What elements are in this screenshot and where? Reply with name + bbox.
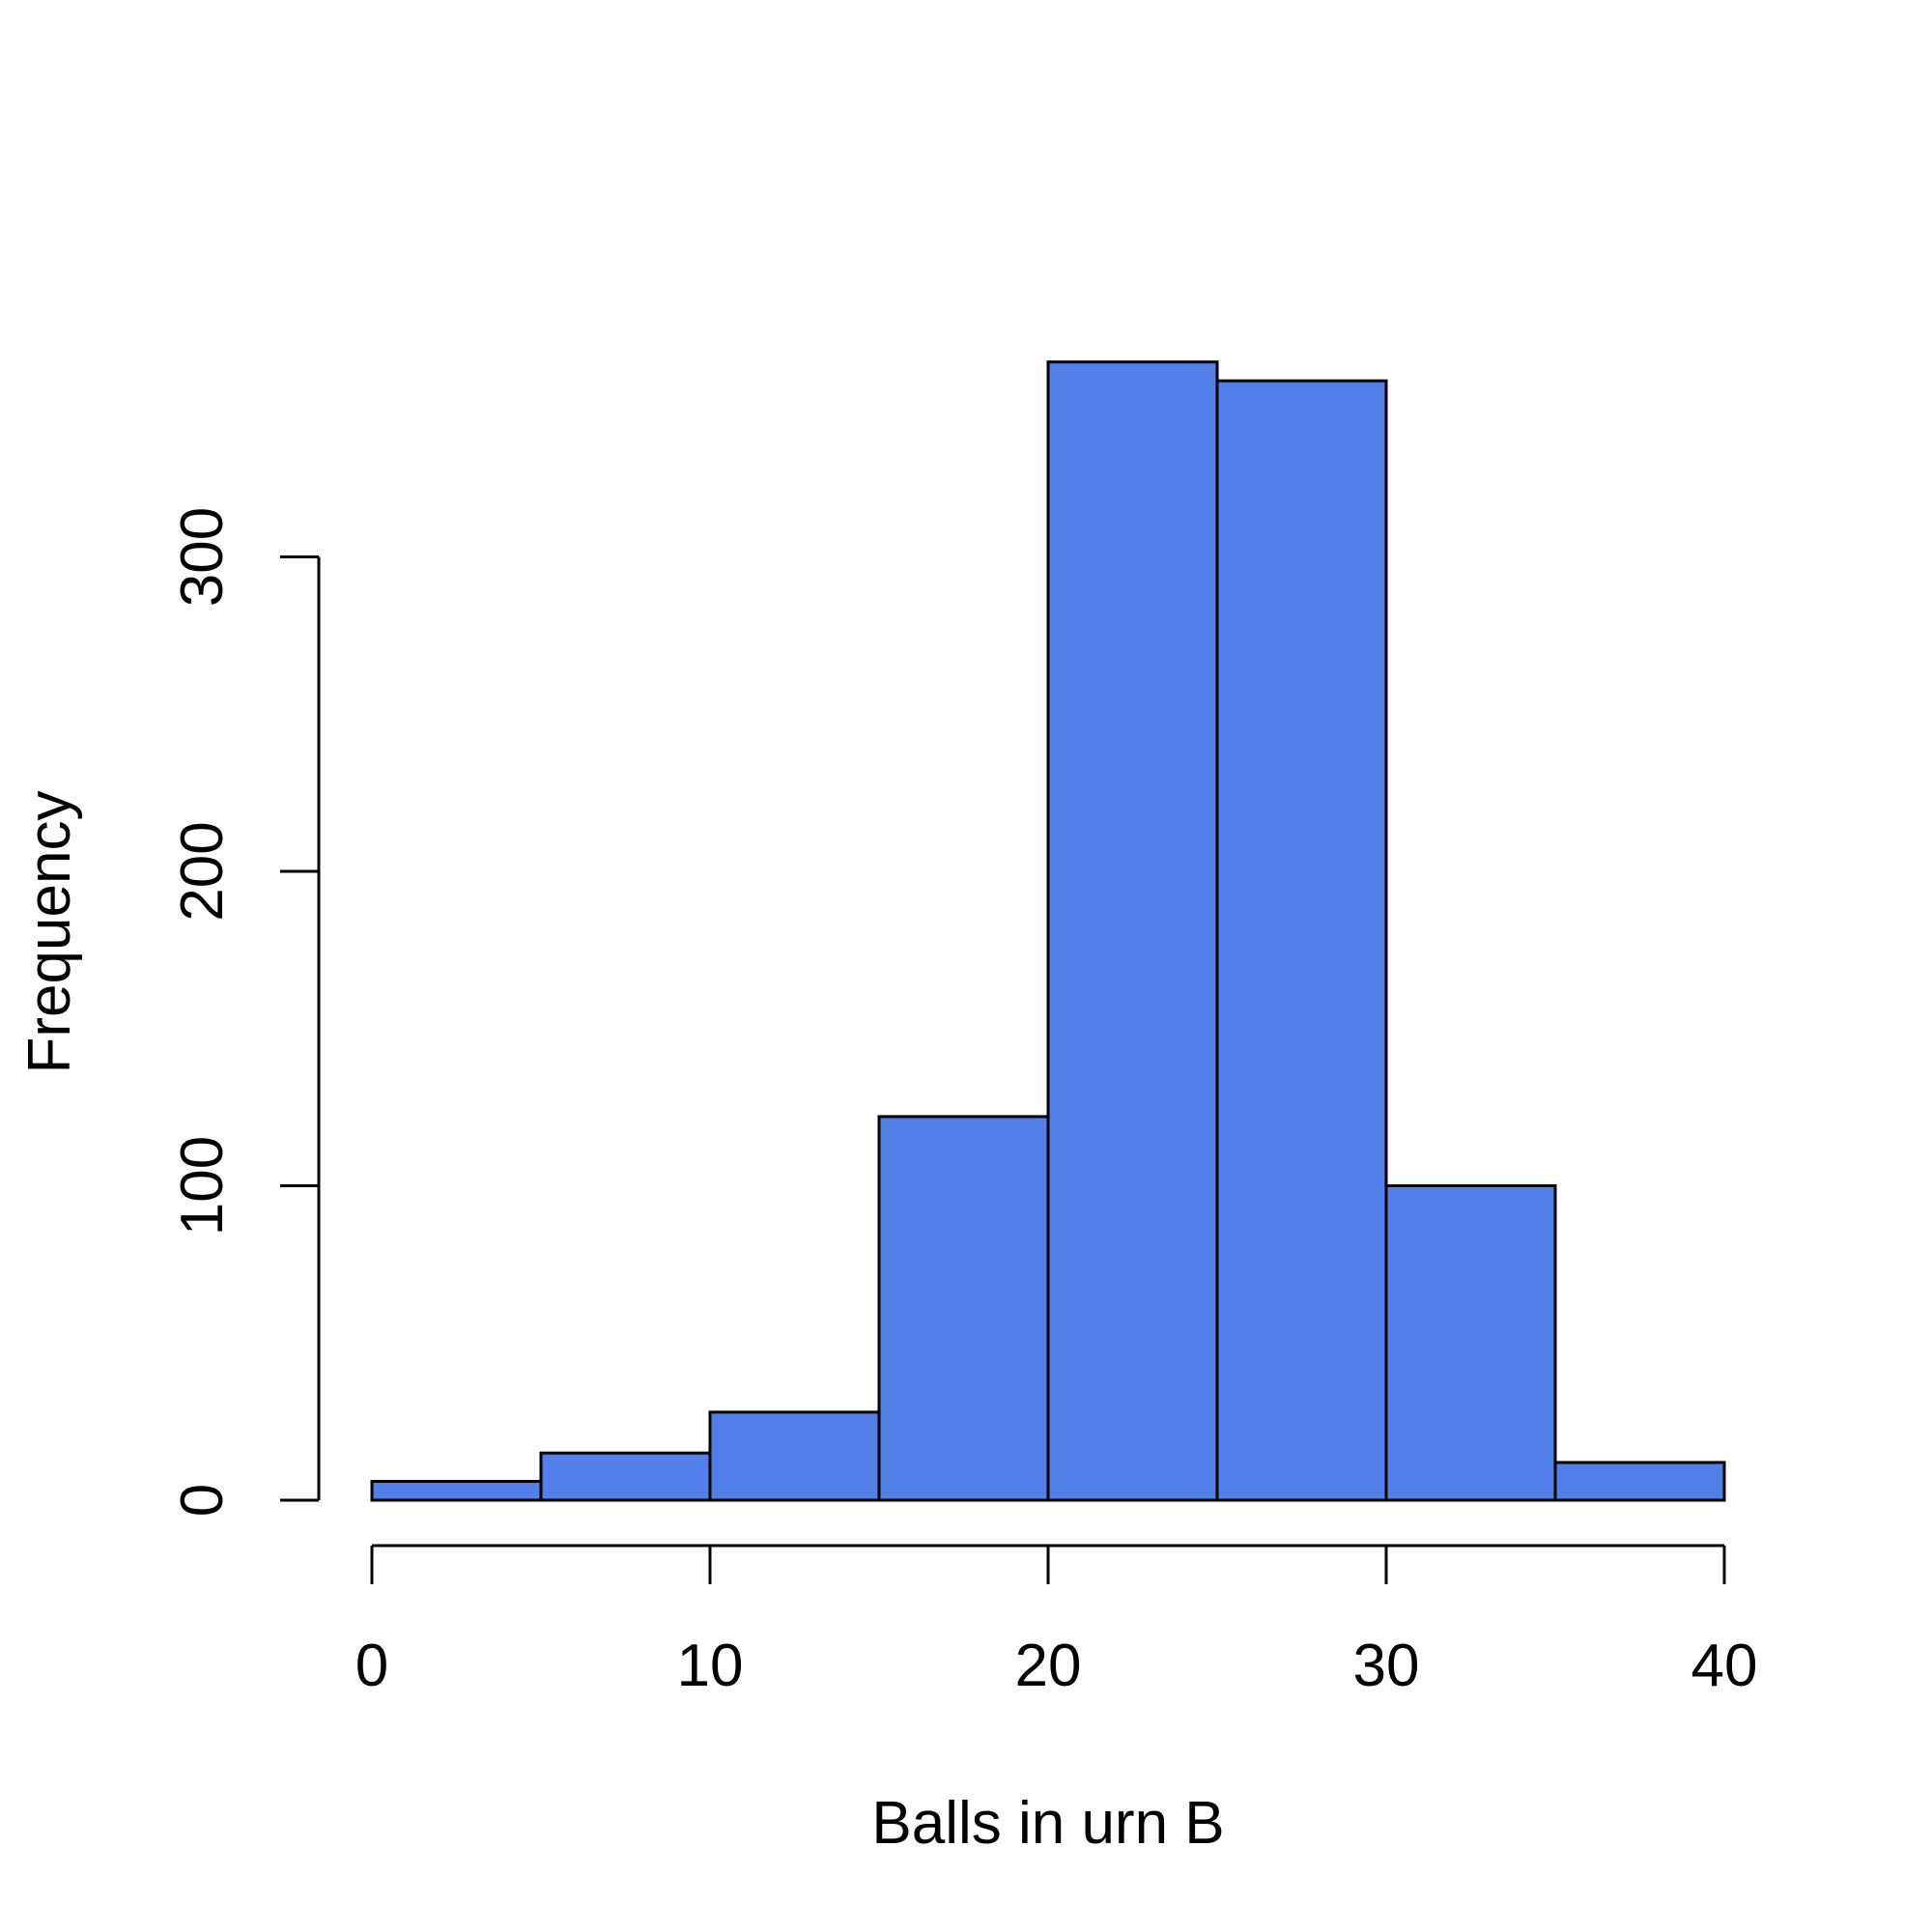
bar-0-5 [370,1479,543,1502]
y-tick-label-200: 200 [169,821,236,921]
bar-20-25 [1046,360,1219,1502]
bar-5-10 [539,1451,712,1502]
bar-35-40 [1553,1461,1726,1502]
x-tick-label-0: 0 [355,1633,388,1699]
y-axis: 0 100 200 300 [169,507,321,1517]
x-axis: 0 10 20 30 40 [355,1544,1758,1699]
y-axis-title: Frequency [16,791,83,1074]
y-tick-label-0: 0 [169,1484,236,1517]
bars-group [370,360,1726,1502]
bar-15-20 [877,1115,1050,1502]
x-tick-label-30: 30 [1353,1633,1420,1699]
bar-25-30 [1215,379,1388,1502]
x-axis-title: Balls in urn B [871,1790,1224,1857]
x-tick-label-40: 40 [1691,1633,1758,1699]
y-tick-label-100: 100 [169,1136,236,1236]
x-tick-label-20: 20 [1015,1633,1082,1699]
bar-10-15 [708,1410,881,1502]
y-tick-label-300: 300 [169,507,236,607]
bar-30-35 [1384,1184,1557,1502]
x-tick-label-10: 10 [677,1633,744,1699]
